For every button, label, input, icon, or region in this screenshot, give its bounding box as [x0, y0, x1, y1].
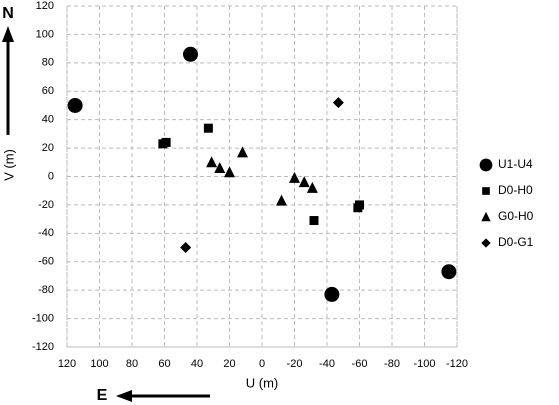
x-tick-label: 20	[223, 358, 235, 370]
grid	[66, 5, 458, 348]
x-tick-label: 60	[158, 358, 170, 370]
point	[298, 176, 310, 188]
x-tick-label: 80	[126, 358, 138, 370]
point	[355, 200, 364, 210]
x-axis-label: U (m)	[246, 375, 279, 390]
legend-marker	[481, 238, 491, 248]
legend-marker	[482, 187, 490, 195]
plot-border	[66, 5, 458, 348]
legend-label: D0-G1	[498, 235, 534, 249]
point	[441, 264, 457, 280]
y-tick-label: -120	[32, 341, 54, 353]
y-tick-label: 80	[42, 57, 54, 69]
x-tick-label: -120	[446, 358, 468, 370]
x-tick-label: -20	[287, 358, 303, 370]
y-tick-label: 120	[36, 0, 54, 12]
north-arrow-head	[2, 26, 14, 42]
y-tick-label: 40	[42, 114, 54, 126]
y-tick-label: -60	[38, 256, 54, 268]
legend-marker	[479, 158, 493, 172]
north-label: N	[2, 5, 14, 22]
point	[332, 97, 344, 109]
point	[206, 156, 218, 168]
y-tick-label: -80	[38, 284, 54, 296]
point	[67, 97, 83, 113]
x-tick-label: 120	[58, 358, 76, 370]
legend-marker	[481, 211, 491, 222]
x-tick-label: 100	[90, 358, 108, 370]
x-tick-label: 40	[191, 358, 203, 370]
point	[309, 216, 319, 226]
y-axis-label: V (m)	[1, 149, 16, 181]
y-tick-label: -20	[38, 199, 54, 211]
legend-label: D0-H0	[498, 183, 533, 197]
point	[289, 171, 300, 183]
point	[183, 46, 198, 62]
point	[276, 194, 287, 206]
y-tick-label: 60	[42, 85, 54, 97]
point	[306, 181, 318, 193]
legend-label: G0-H0	[498, 209, 534, 223]
y-tick-label: 100	[36, 28, 54, 40]
point	[214, 161, 226, 173]
y-tick-label: -40	[38, 227, 54, 239]
east-label: E	[97, 387, 108, 404]
y-tick-label: 20	[42, 142, 54, 154]
x-tick-label: -60	[352, 358, 368, 370]
y-tick-label: -100	[32, 312, 54, 324]
point	[324, 286, 340, 302]
y-tick-label: 0	[48, 170, 54, 182]
x-tick-label: -40	[319, 358, 335, 370]
east-arrow-head	[116, 390, 132, 402]
point	[161, 137, 171, 147]
point	[203, 123, 213, 133]
point	[224, 166, 235, 178]
x-tick-label: -80	[384, 358, 400, 370]
x-tick-label: -100	[413, 358, 435, 370]
point	[237, 146, 248, 158]
x-tick-label: 0	[259, 358, 265, 370]
legend-label: U1-U4	[498, 157, 533, 171]
point	[180, 242, 192, 254]
